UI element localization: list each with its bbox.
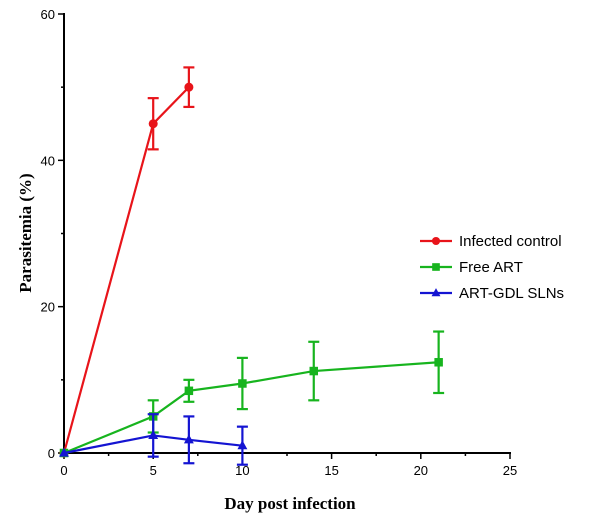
x-tick-label: 10 (235, 463, 249, 478)
legend-item: ART-GDL SLNs (420, 285, 564, 302)
series-line (63, 361, 439, 455)
data-point (183, 434, 194, 444)
x-axis-title: Day post infection (224, 494, 356, 513)
y-tick-label: 0 (48, 446, 55, 461)
data-point (59, 447, 69, 457)
x-tick-label: 15 (324, 463, 338, 478)
legend-label: ART-GDL SLNs (459, 285, 564, 302)
data-point (148, 119, 158, 129)
legend-item: Free ART (420, 259, 523, 276)
legend-label: Infected control (459, 233, 562, 250)
data-point (434, 358, 443, 367)
y-tick-label: 20 (41, 300, 55, 315)
series-1 (59, 66, 195, 458)
legend-marker (432, 263, 440, 271)
data-point (184, 386, 194, 396)
x-tick-label: 0 (60, 463, 67, 478)
y-tick-label: 40 (41, 153, 55, 168)
x-tick-label: 25 (503, 463, 517, 478)
data-point (237, 440, 248, 450)
y-axis-title: Parasitemia (%) (16, 173, 35, 292)
legend-marker (431, 288, 441, 297)
data-point (148, 430, 159, 440)
series-2 (59, 330, 445, 458)
data-point (184, 82, 194, 92)
x-tick-label: 5 (150, 463, 157, 478)
legend-marker (431, 236, 441, 246)
series-layer (59, 66, 445, 466)
legend-label: Free ART (459, 259, 523, 276)
series-3 (59, 413, 248, 466)
y-tick-label: 60 (41, 7, 55, 22)
data-point (238, 379, 247, 388)
series-line (62, 86, 190, 454)
series-line (63, 434, 243, 455)
axes: 0 5 10 15 20 25 0 20 40 60 (41, 7, 518, 478)
data-point (309, 366, 319, 376)
legend: Infected control Free ART ART-GDL SLNs (420, 233, 564, 302)
legend-item: Infected control (420, 233, 562, 250)
x-tick-label: 20 (414, 463, 428, 478)
